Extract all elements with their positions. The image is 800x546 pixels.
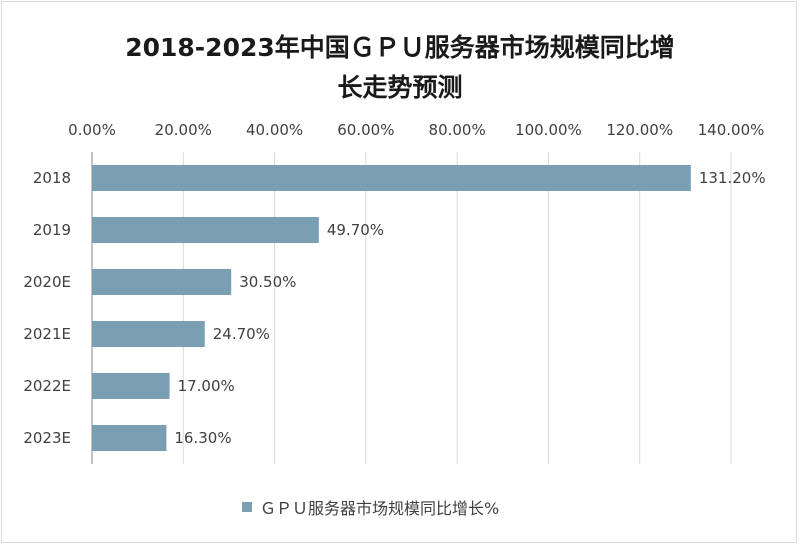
bar (92, 321, 205, 347)
bar (92, 217, 319, 243)
x-tick-label: 80.00% (429, 121, 486, 139)
category-label: 2020E (23, 273, 71, 291)
x-tick-label: 0.00% (68, 121, 116, 139)
category-label: 2018 (33, 169, 71, 187)
category-label: 2019 (33, 221, 71, 239)
chart-title-line1: 2018-2023年中国ＧＰＵ服务器市场规模同比增 (125, 33, 675, 62)
data-label: 17.00% (178, 377, 235, 395)
data-label: 24.70% (213, 325, 270, 343)
x-tick-label: 40.00% (246, 121, 303, 139)
bar (92, 269, 232, 295)
x-tick-label: 60.00% (337, 121, 394, 139)
category-label: 2022E (23, 377, 71, 395)
legend-label: ＧＰＵ服务器市场规模同比增长% (260, 499, 500, 518)
x-tick-label: 100.00% (515, 121, 582, 139)
data-label: 131.20% (699, 169, 766, 187)
data-label: 30.50% (239, 273, 296, 291)
category-label: 2023E (23, 429, 71, 447)
legend-swatch (242, 502, 252, 512)
data-label: 16.30% (174, 429, 231, 447)
chart-title-line2: 长走势预测 (337, 73, 463, 102)
bar (92, 165, 691, 191)
data-label: 49.70% (327, 221, 384, 239)
bar (92, 373, 170, 399)
x-tick-label: 120.00% (606, 121, 673, 139)
x-tick-label: 20.00% (155, 121, 212, 139)
legend: ＧＰＵ服务器市场规模同比增长% (242, 496, 499, 518)
bar (92, 425, 167, 451)
category-label: 2021E (23, 325, 71, 343)
x-tick-label: 140.00% (698, 121, 765, 139)
